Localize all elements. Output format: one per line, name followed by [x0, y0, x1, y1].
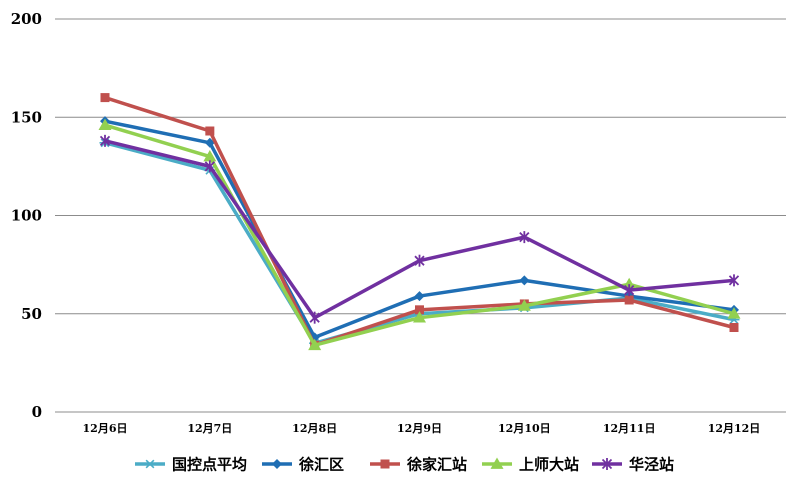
y-tick-label: 0 — [32, 403, 42, 421]
legend-swatch-marker — [490, 457, 504, 469]
legend-swatch-marker — [272, 459, 282, 469]
series-4 — [98, 118, 741, 351]
gridlines — [55, 18, 786, 413]
marker-shape — [414, 291, 425, 302]
data-point — [519, 275, 530, 286]
marker-shape — [272, 459, 282, 469]
x-tick-label: 12月8日 — [292, 422, 337, 435]
marker-stroke — [204, 161, 215, 172]
legend-label: 徐汇区 — [298, 456, 344, 474]
marker-shape — [413, 311, 426, 323]
x-tick-label: 12月6日 — [83, 422, 128, 435]
x-tick-label: 12月10日 — [498, 422, 551, 435]
data-point — [414, 254, 425, 267]
marker-stroke — [414, 255, 425, 266]
y-tick-label: 200 — [11, 10, 42, 28]
data-point — [205, 126, 215, 136]
data-point — [100, 93, 110, 103]
data-point — [414, 291, 425, 302]
marker-shape — [727, 307, 741, 319]
marker-shape — [98, 118, 112, 130]
marker-stroke — [99, 135, 111, 146]
marker-stroke — [601, 458, 613, 470]
data-point — [729, 323, 739, 333]
marker-stroke — [624, 285, 635, 296]
marker-stroke — [728, 275, 740, 286]
marker-shape — [203, 150, 217, 162]
legend-item-1: 国控点平均 — [135, 456, 247, 474]
marker-stroke — [519, 231, 530, 243]
series-5 — [99, 134, 740, 324]
x-axis-ticks: 12月6日 12月7日 12月8日 12月9日 12月10日 12月11日 12月12日 — [83, 422, 761, 435]
x-tick-label: 12月11日 — [603, 422, 656, 435]
x-tick-label: 12月12日 — [708, 422, 761, 435]
legend-swatch-marker — [144, 459, 156, 469]
marker-shape — [204, 137, 215, 148]
legend-item-4: 上师大站 — [482, 456, 579, 474]
data-point — [309, 311, 320, 324]
legend-item-3: 徐家汇站 — [370, 456, 467, 474]
marker-shape — [729, 323, 739, 333]
data-point — [415, 305, 424, 315]
marker-shape — [519, 275, 530, 286]
x-tick-label: 12月9日 — [397, 422, 442, 435]
data-point — [413, 311, 426, 323]
marker-shape — [517, 299, 531, 311]
y-tick-label: 100 — [11, 207, 42, 225]
data-point — [308, 338, 322, 351]
data-point — [624, 295, 634, 305]
y-tick-label: 150 — [11, 108, 42, 126]
marker-shape — [205, 126, 215, 136]
marker-shape — [624, 295, 634, 305]
legend-swatch-marker — [601, 458, 613, 470]
marker-shape — [490, 457, 504, 469]
data-point — [728, 274, 740, 287]
legend-label: 国控点平均 — [172, 456, 247, 474]
legend-item-5: 华泾站 — [592, 456, 674, 474]
x-tick-label: 12月7日 — [187, 422, 232, 435]
marker-shape — [415, 305, 424, 315]
marker-shape — [380, 459, 390, 469]
data-point — [99, 134, 111, 147]
series-group — [98, 93, 741, 351]
data-point — [727, 307, 741, 319]
legend-label: 上师大站 — [519, 456, 579, 474]
data-point — [624, 284, 635, 297]
data-point — [203, 150, 217, 162]
data-point — [517, 299, 531, 311]
legend-label: 华泾站 — [629, 456, 674, 474]
data-point — [204, 160, 215, 173]
marker-stroke — [145, 459, 155, 469]
y-axis-ticks: 0 50 100 150 200 — [11, 10, 42, 421]
marker-shape — [100, 93, 110, 103]
data-point — [519, 231, 530, 244]
data-point — [98, 118, 112, 130]
marker-shape — [308, 338, 322, 351]
legend-item-2: 徐汇区 — [262, 456, 344, 474]
legend-swatch-marker — [380, 459, 390, 469]
legend: 国控点平均 徐汇区 徐家汇站 上师大站 华泾站 — [135, 456, 674, 474]
data-point — [204, 137, 215, 148]
y-tick-label: 50 — [21, 305, 42, 323]
marker-stroke — [309, 312, 320, 323]
legend-label: 徐家汇站 — [406, 456, 467, 474]
